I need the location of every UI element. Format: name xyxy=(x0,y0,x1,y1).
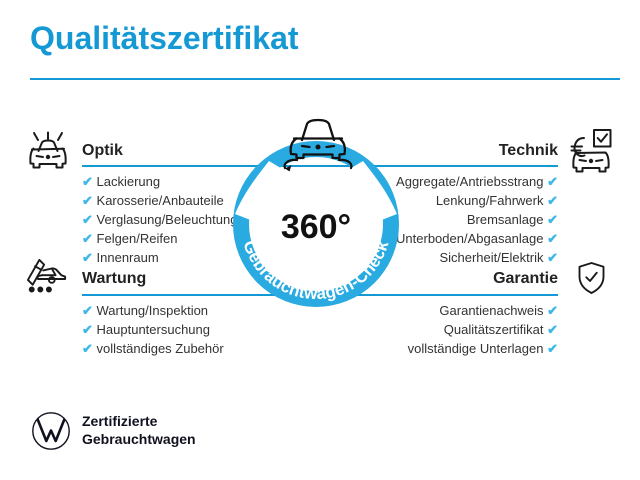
svg-text:Gebrauchtwagen-Check: Gebrauchtwagen-Check xyxy=(239,238,392,303)
svg-text:360°: 360° xyxy=(281,208,351,246)
